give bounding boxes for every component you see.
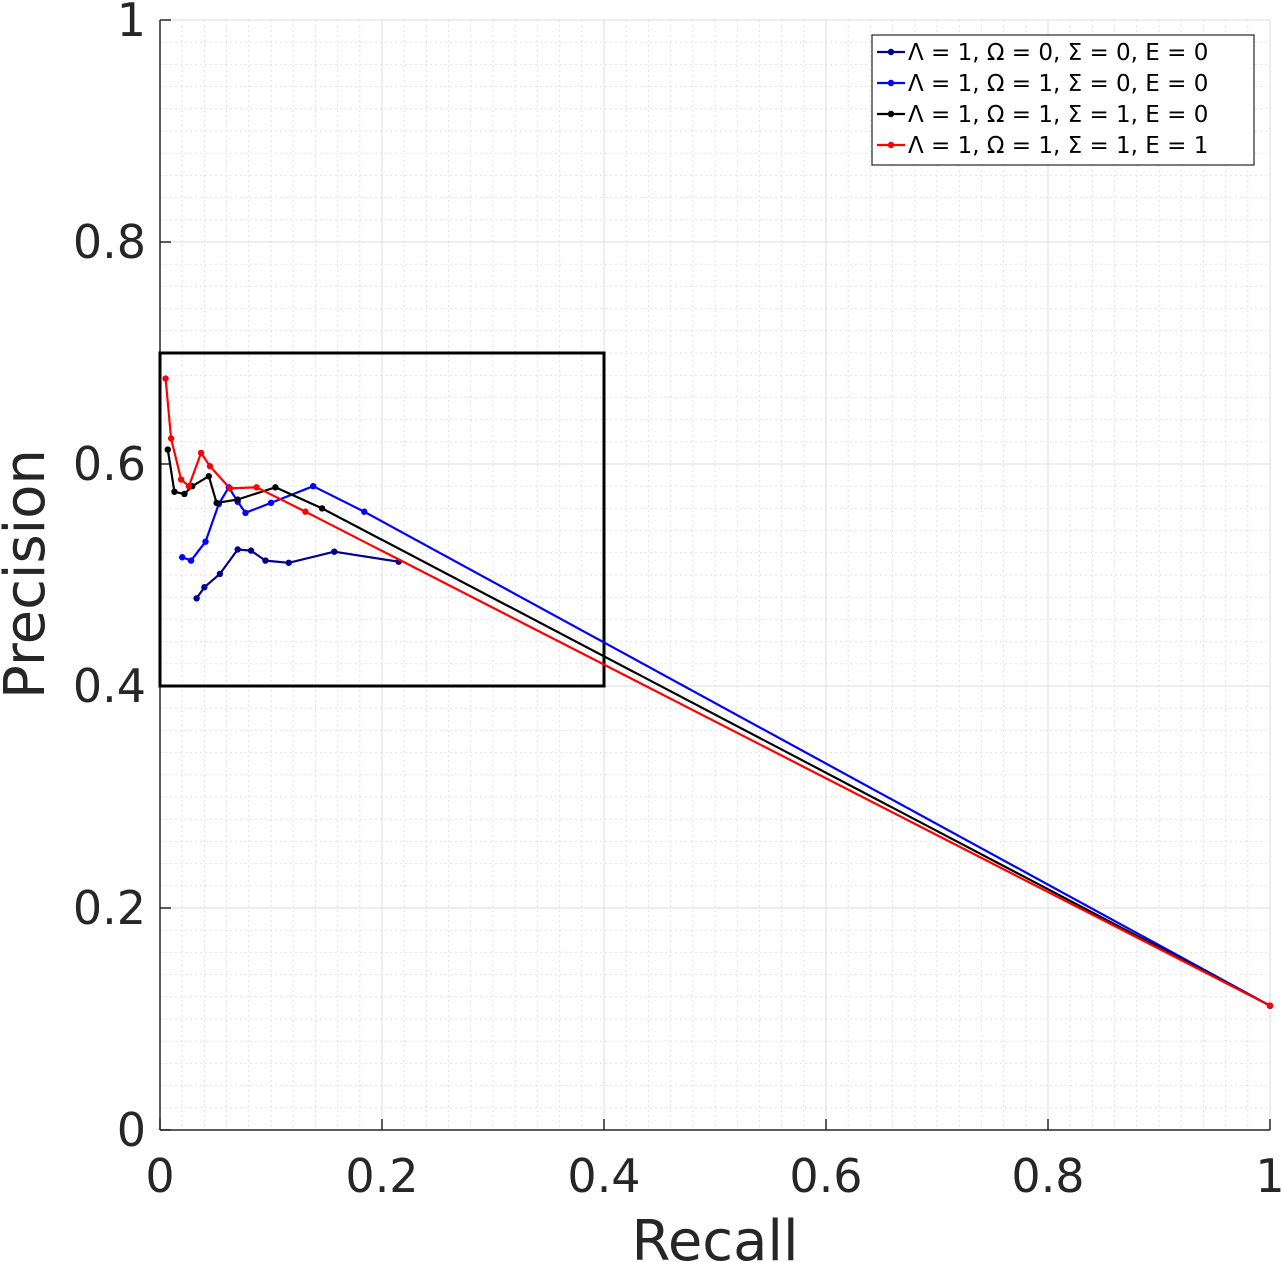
data-point bbox=[185, 483, 193, 490]
y-tick-label: 0.6 bbox=[73, 437, 146, 491]
data-point bbox=[318, 505, 326, 512]
y-tick-label: 0.4 bbox=[73, 659, 146, 713]
x-tick-label: 1 bbox=[1255, 1149, 1282, 1203]
legend-marker bbox=[887, 141, 895, 149]
data-point bbox=[193, 595, 200, 602]
x-tick-label: 0.6 bbox=[789, 1149, 862, 1203]
data-point bbox=[187, 557, 195, 564]
data-point bbox=[213, 499, 220, 507]
tick-labels: 0 0.2 0.4 0.6 0.8 1 0 0.2 0.4 0.6 0.8 1 bbox=[73, 0, 1282, 1203]
legend-marker bbox=[887, 110, 895, 118]
series-line bbox=[166, 449, 1271, 1007]
data-point bbox=[216, 570, 224, 578]
series-4 bbox=[162, 375, 1274, 1009]
series-line bbox=[164, 378, 1271, 1007]
legend-entry: Λ = 1, Ω = 1, Σ = 1, E = 1 bbox=[908, 133, 1208, 159]
y-tick-label: 0.8 bbox=[73, 215, 146, 269]
data-point bbox=[285, 559, 292, 566]
legend: Λ = 1, Ω = 0, Σ = 0, E = 0 Λ = 1, Ω = 1, … bbox=[871, 34, 1255, 166]
legend-entry: Λ = 1, Ω = 0, Σ = 0, E = 0 bbox=[908, 40, 1208, 66]
data-point bbox=[302, 508, 309, 515]
data-point bbox=[202, 538, 209, 545]
series-line bbox=[181, 485, 1271, 1007]
data-point bbox=[247, 547, 255, 554]
y-axis-label: Precision bbox=[0, 449, 58, 699]
legend-box bbox=[871, 34, 1255, 166]
x-tick-label: 0.8 bbox=[1011, 1149, 1084, 1203]
data-point bbox=[272, 484, 279, 491]
x-tick-label: 0.4 bbox=[567, 1149, 640, 1203]
minor-grid bbox=[160, 20, 1270, 1130]
series-1 bbox=[193, 546, 402, 602]
data-point bbox=[197, 449, 205, 457]
data-point bbox=[253, 484, 260, 491]
data-point bbox=[242, 509, 249, 517]
y-tick-label: 0.2 bbox=[73, 881, 146, 935]
data-point bbox=[361, 508, 368, 515]
zoom-box bbox=[158, 351, 606, 688]
legend-marker bbox=[887, 79, 895, 87]
data-point bbox=[205, 473, 213, 480]
data-point bbox=[226, 485, 234, 492]
legend-marker bbox=[887, 48, 895, 56]
data-point bbox=[331, 548, 338, 555]
series-3 bbox=[164, 446, 1274, 1009]
data-point bbox=[201, 584, 208, 591]
data-point bbox=[179, 554, 186, 561]
y-tick-label: 0 bbox=[117, 1103, 146, 1157]
x-axis-label: Recall bbox=[631, 1209, 798, 1262]
data-point bbox=[162, 375, 169, 382]
data-point bbox=[206, 463, 214, 470]
data-point bbox=[1266, 1002, 1274, 1009]
data-point bbox=[171, 488, 178, 495]
data-point bbox=[164, 446, 171, 453]
x-tick-label: 0 bbox=[145, 1149, 174, 1203]
data-point bbox=[181, 490, 188, 498]
series-lines bbox=[162, 375, 1274, 1009]
x-tick-label: 0.2 bbox=[345, 1149, 418, 1203]
zoom-box-rect bbox=[158, 351, 606, 688]
data-point bbox=[177, 476, 185, 483]
data-point bbox=[309, 483, 317, 490]
data-point bbox=[262, 557, 269, 564]
legend-entry: Λ = 1, Ω = 1, Σ = 0, E = 0 bbox=[908, 71, 1208, 97]
legend-entry: Λ = 1, Ω = 1, Σ = 1, E = 0 bbox=[908, 102, 1208, 128]
y-tick-label: 1 bbox=[117, 0, 146, 47]
data-point bbox=[267, 499, 275, 507]
data-point bbox=[234, 546, 241, 553]
data-point bbox=[167, 435, 175, 442]
data-point bbox=[234, 496, 241, 503]
